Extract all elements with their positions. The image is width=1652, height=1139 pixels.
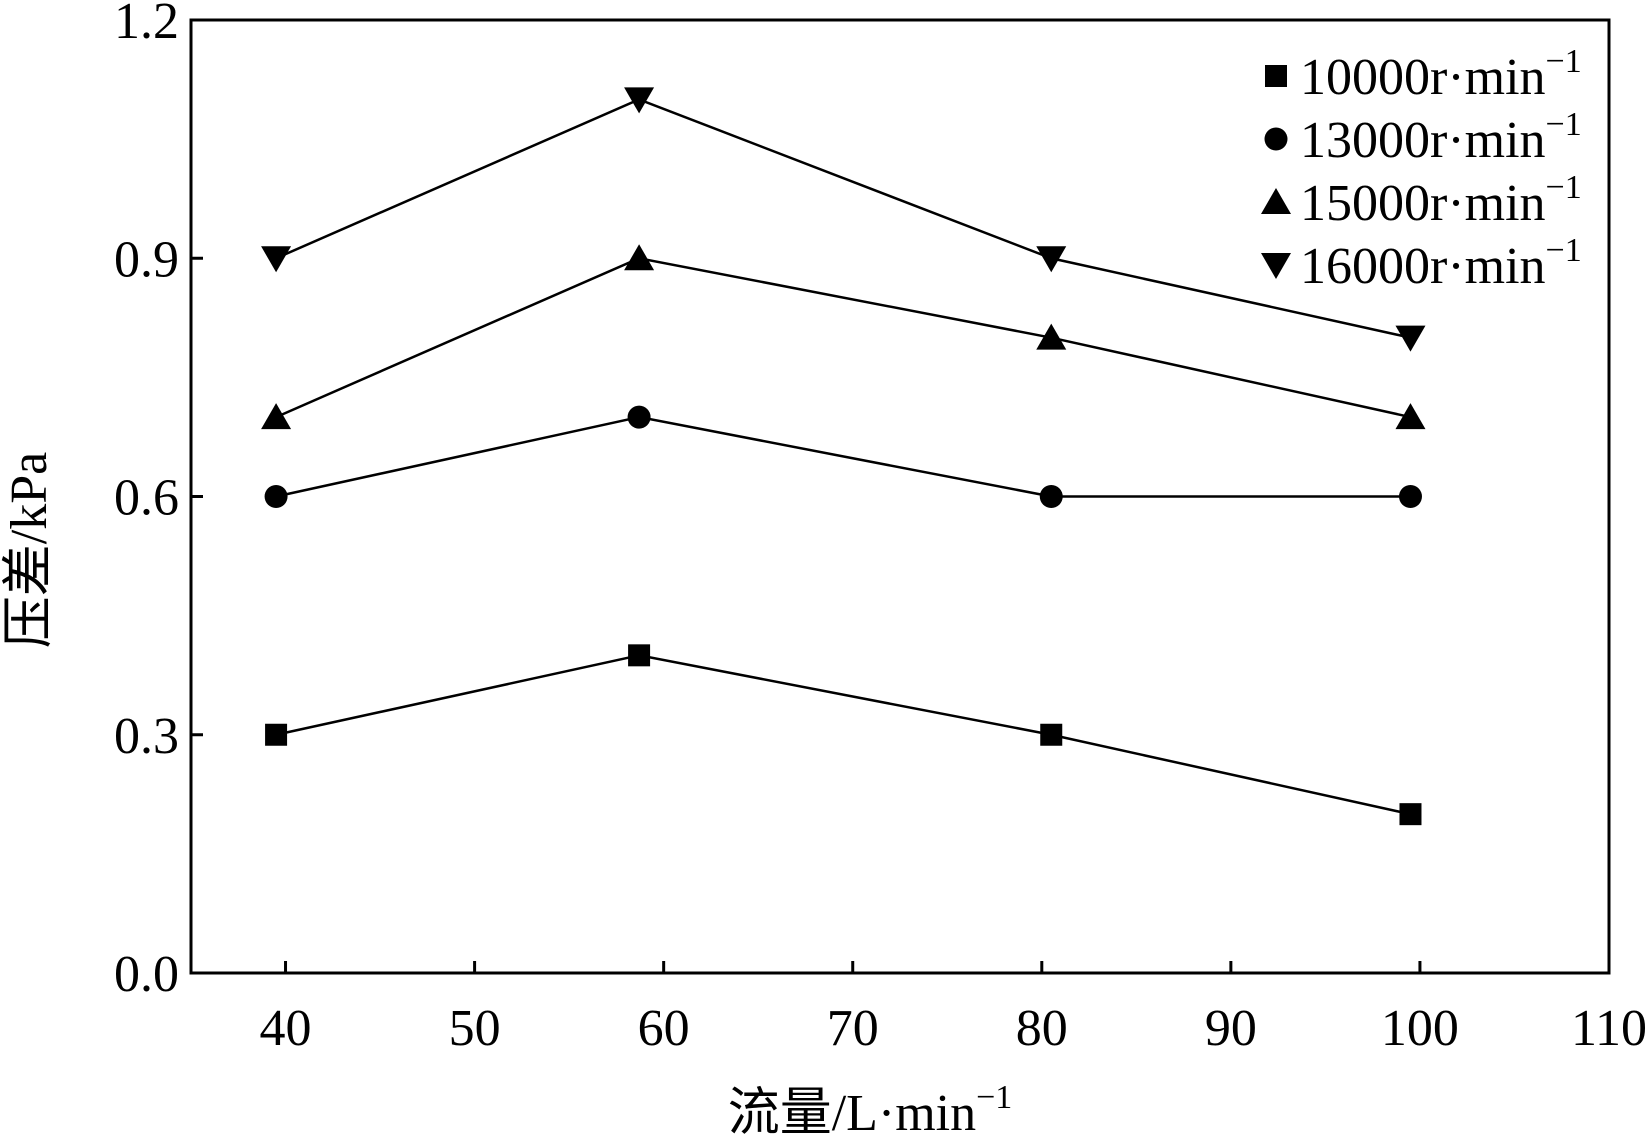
x-tick-label: 70	[827, 1000, 879, 1057]
x-tick-label: 100	[1381, 1000, 1459, 1057]
legend-marker	[1261, 188, 1291, 214]
y-tick-label: 0.6	[114, 470, 179, 527]
data-point	[1039, 485, 1063, 508]
data-point	[1036, 323, 1067, 350]
x-tick-label: 40	[260, 1000, 312, 1057]
legend-item: 10000r·min−1	[1265, 43, 1582, 106]
series-layer	[261, 87, 1426, 826]
data-point	[261, 403, 292, 430]
series-2	[264, 405, 1422, 508]
legend-label: 15000r·min−1	[1300, 169, 1582, 232]
series-line	[275, 98, 1411, 339]
series-line	[275, 415, 1411, 498]
y-tick-label: 0.9	[114, 231, 179, 288]
data-point	[1395, 325, 1426, 352]
y-axis-ticks: 0.0 0.3 0.6 0.9 1.2	[114, 0, 203, 1003]
data-point	[1395, 403, 1426, 430]
x-axis-ticks: 40 50 60 70 80 90 100 110	[260, 961, 1647, 1057]
y-tick-label: 0.3	[114, 708, 179, 765]
legend-label: 13000r·min−1	[1300, 106, 1582, 169]
series-3	[261, 244, 1426, 430]
series-1	[265, 644, 1422, 826]
x-tick-label: 60	[638, 1000, 690, 1057]
legend-marker	[1265, 65, 1287, 87]
data-point	[1040, 723, 1063, 746]
data-point	[264, 485, 288, 508]
legend-item: 15000r·min−1	[1261, 169, 1582, 232]
data-point	[265, 723, 288, 746]
y-axis-title: 压差/kPa	[1, 452, 58, 648]
x-tick-label: 90	[1205, 1000, 1257, 1057]
legend-item: 13000r·min−1	[1264, 106, 1582, 169]
x-tick-label: 50	[449, 1000, 501, 1057]
x-axis-title: 流量/L·min−1	[728, 1079, 1013, 1139]
legend: 10000r·min−113000r·min−115000r·min−11600…	[1261, 43, 1582, 295]
data-point	[624, 87, 655, 114]
series-4	[261, 87, 1426, 352]
series-line	[275, 654, 1411, 816]
data-point	[1398, 485, 1422, 508]
legend-marker	[1261, 253, 1291, 279]
series-line	[275, 256, 1411, 419]
data-point	[628, 644, 651, 667]
legend-label: 10000r·min−1	[1300, 43, 1582, 106]
x-tick-label: 80	[1016, 1000, 1068, 1057]
y-tick-label: 1.2	[114, 0, 179, 50]
legend-marker	[1264, 127, 1288, 151]
y-tick-label: 0.0	[114, 946, 179, 1003]
legend-item: 16000r·min−1	[1261, 232, 1582, 295]
data-point	[627, 405, 651, 429]
legend-label: 16000r·min−1	[1300, 232, 1582, 295]
data-point	[1036, 246, 1067, 273]
x-tick-label: 110	[1571, 1000, 1647, 1057]
data-point	[1399, 803, 1422, 826]
data-point	[261, 246, 292, 273]
data-point	[624, 244, 655, 271]
